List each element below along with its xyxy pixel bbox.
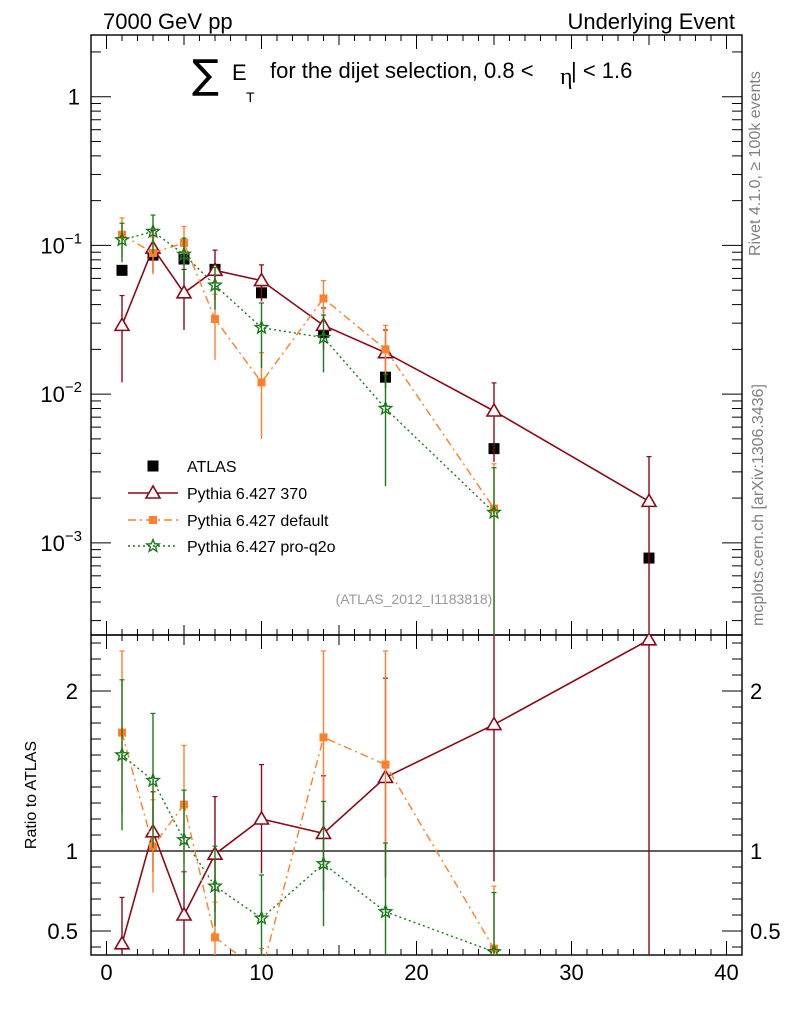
legend-label-p370: Pythia 6.427 370 [187, 486, 307, 503]
title-eta: η [560, 64, 573, 90]
plot-title: ∑ E T for the dijet selection, 0.8 < η |… [192, 52, 632, 105]
legend-marker-pq2o [144, 537, 162, 553]
legend-entry-atlas: ATLAS [147, 459, 237, 476]
main-pq2o-point [315, 329, 332, 345]
header-right: Underlying Event [567, 9, 735, 34]
legend-marker-p370 [144, 484, 162, 499]
ratio-y-tick-label-left: 2 [66, 679, 78, 704]
ratio-y-tick-label-left: 1 [66, 839, 78, 864]
main-series-pdefault [118, 217, 498, 635]
axis-ticks: 0 10 20 30 40 1 10−1 10−2 10−3 0.5 0.5 1 1 2 2 [40, 35, 781, 985]
main-atlas-point [116, 264, 128, 276]
main-pq2o-point [113, 231, 131, 247]
ratio-pq2o-point [206, 877, 224, 894]
ratio-y-tick-label-right: 0.5 [750, 919, 781, 944]
main-pq2o-point [253, 319, 270, 335]
main-pq2o-point [377, 400, 394, 416]
main-pq2o-point [144, 223, 162, 239]
ratio-y-tick-label-left: 0.5 [47, 919, 78, 944]
main-y-tick-label: 10−2 [40, 379, 82, 407]
main-y-tick-label: 1 [68, 85, 80, 110]
legend-label-atlas: ATLAS [187, 459, 237, 476]
ratio-plot-data [113, 635, 658, 955]
ratio-p370-point [175, 906, 193, 921]
ratio-pq2o-point [175, 831, 193, 847]
legend-entry-pq2o: Pythia 6.427 pro-q2o [128, 537, 336, 556]
ratio-series-p370 [113, 635, 658, 955]
ratio-series-pdefault [118, 650, 498, 955]
x-tick-label: 0 [100, 960, 112, 985]
legend-marker-pdefault [149, 516, 157, 524]
ratio-pq2o-point [485, 943, 503, 955]
title-t-subscript: T [246, 89, 255, 105]
legend: ATLAS Pythia 6.427 370 Pythia 6.427 defaul… [128, 459, 336, 556]
legend-entry-p370: Pythia 6.427 370 [128, 484, 307, 503]
main-pdefault-point [319, 294, 328, 303]
ratio-y-tick-label-right: 1 [750, 839, 762, 864]
ratio-pq2o-point [144, 772, 162, 788]
header-left: 7000 GeV pp [103, 9, 233, 34]
main-pdefault-line [121, 234, 495, 509]
mcplots-label: mcplots.cern.ch [arXiv:1306.3436] [750, 384, 767, 626]
x-tick-label: 40 [714, 960, 738, 985]
title-e: E [232, 60, 247, 85]
main-p370-point [640, 492, 658, 508]
main-plot-data [113, 214, 658, 635]
main-pdefault-point [381, 345, 390, 354]
ratio-pdefault-point [211, 933, 219, 942]
title-text: for the dijet selection, 0.8 < [270, 58, 534, 83]
main-pq2o-point [175, 245, 193, 262]
main-pq2o-point [206, 276, 224, 293]
main-pq2o-line [121, 230, 495, 513]
ratio-y-axis-label: Ratio to ATLAS [23, 741, 40, 849]
ratio-pq2o-point [113, 746, 131, 762]
ratio-p370-point [113, 935, 131, 950]
ratio-p370-point [485, 716, 503, 731]
ratio-p370-point [640, 635, 658, 646]
title-text-end: | < 1.6 [571, 58, 632, 83]
ratio-pdefault-point [319, 733, 328, 742]
main-p370-point [253, 272, 270, 287]
main-p370-point [175, 284, 193, 299]
ratio-pq2o-point [377, 903, 394, 919]
main-p370-point [113, 316, 131, 332]
legend-label-pdefault: Pythia 6.427 default [187, 513, 329, 530]
main-series-pq2o [113, 214, 503, 635]
title-sum-symbol: ∑ [192, 52, 219, 98]
ratio-pq2o-point [253, 909, 270, 926]
main-pq2o-point [485, 504, 503, 520]
main-y-tick-label: 10−3 [40, 528, 82, 556]
x-tick-label: 20 [404, 960, 428, 985]
main-p370-point [485, 402, 503, 417]
ratio-y-tick-label-right: 2 [750, 679, 762, 704]
main-pdefault-point [257, 378, 266, 387]
legend-label-pq2o: Pythia 6.427 pro-q2o [187, 539, 336, 556]
main-y-tick-label: 10−1 [40, 230, 82, 258]
analysis-label: (ATLAS_2012_I1183818) [336, 591, 493, 607]
ratio-series-pq2o [113, 679, 503, 955]
ratio-pdefault-line [121, 732, 495, 955]
x-tick-label: 30 [559, 960, 583, 985]
ratio-p370-point [253, 810, 270, 825]
legend-marker-atlas [147, 460, 159, 472]
ratio-pq2o-line [121, 754, 495, 953]
ratio-pq2o-point [315, 855, 332, 871]
x-tick-label: 10 [249, 960, 273, 985]
main-pdefault-point [211, 315, 219, 324]
rivet-label: Rivet 4.1.0, ≥ 100k events [747, 71, 764, 256]
legend-entry-pdefault: Pythia 6.427 default [128, 513, 329, 530]
ratio-pdefault-point [381, 760, 390, 769]
